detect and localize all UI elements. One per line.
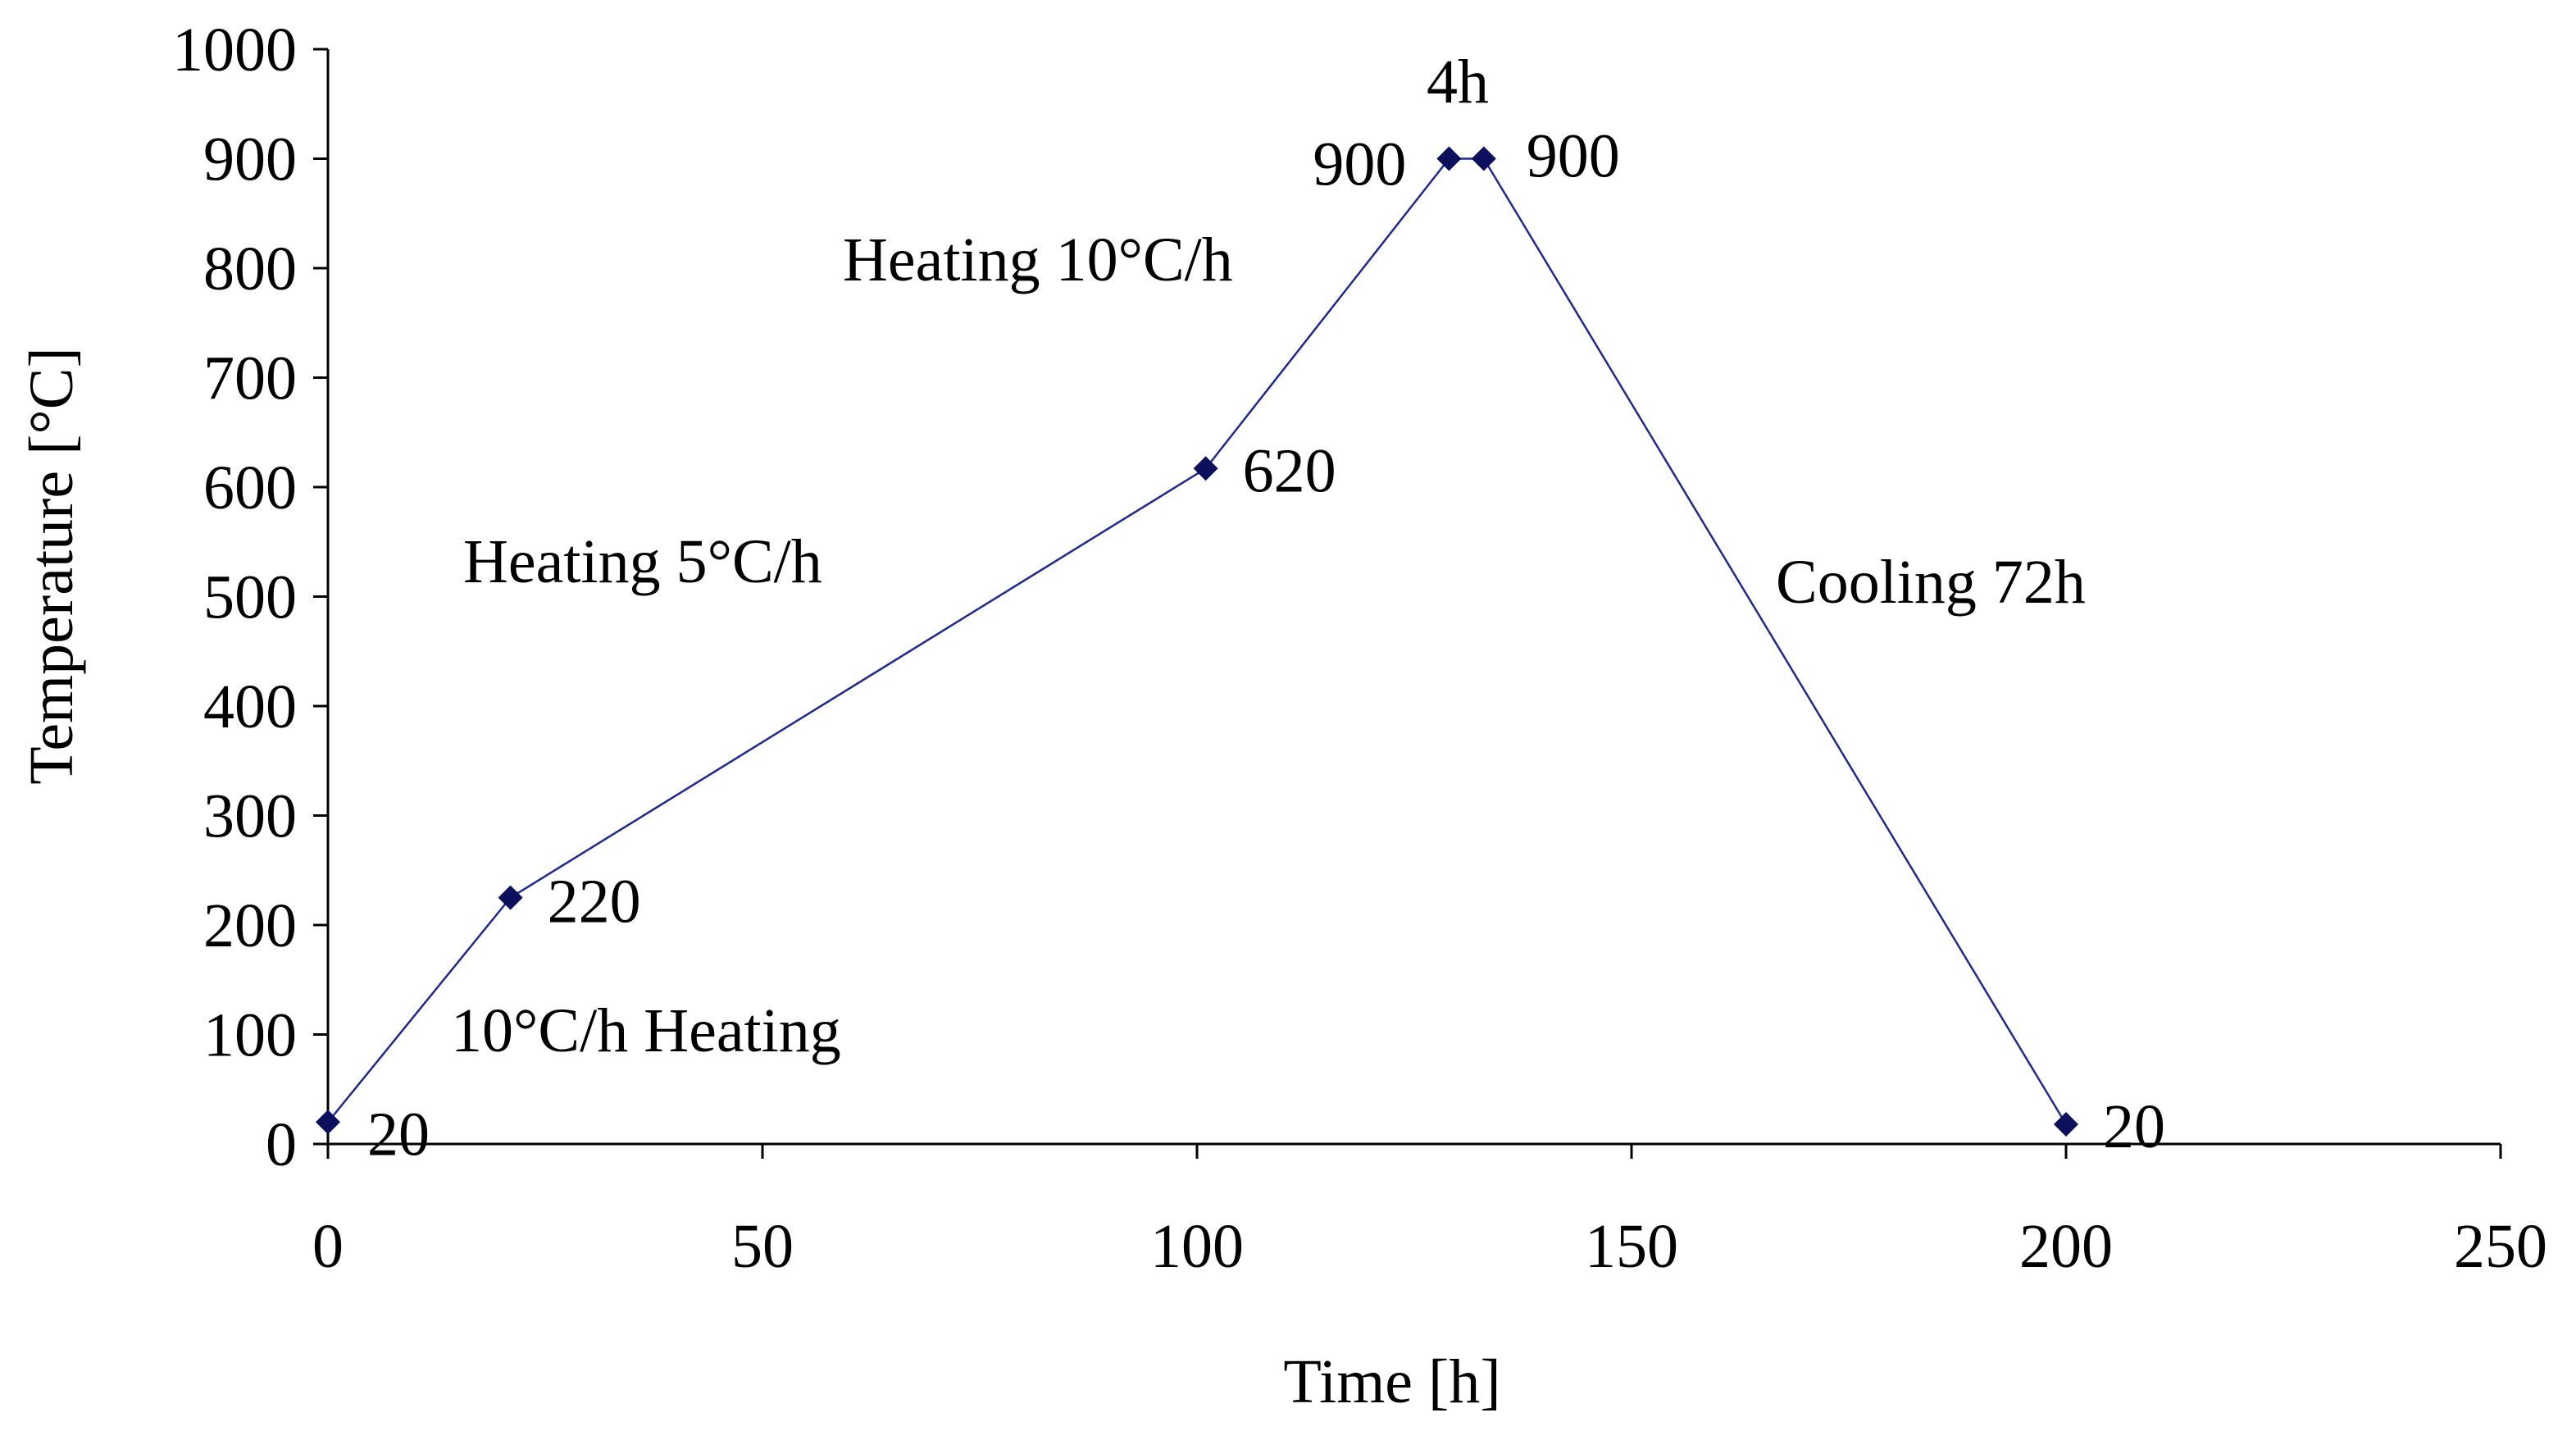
x-tick-label: 200 <box>2019 1212 2113 1281</box>
data-point-marker <box>1193 456 1218 481</box>
y-ticks: 0 100 200 300 400 500 600 700 800 900 1000 <box>172 16 328 1179</box>
annotation-hold: 4h <box>1427 48 1489 116</box>
x-tick-label: 150 <box>1585 1212 1678 1281</box>
y-tick-label: 0 <box>266 1110 297 1179</box>
x-tick-label: 250 <box>2454 1212 2547 1281</box>
y-tick-label: 400 <box>203 672 297 741</box>
data-point-marker <box>498 885 523 910</box>
data-labels: 20 220 620 900 900 20 <box>367 122 2165 1169</box>
data-label: 620 <box>1243 436 1336 505</box>
annotation-heating-1: 10°C/h Heating <box>451 996 841 1065</box>
data-label: 20 <box>2103 1092 2165 1161</box>
data-label: 900 <box>1527 122 1620 191</box>
annotation-cooling: Cooling 72h <box>1776 548 2086 617</box>
data-label: 20 <box>367 1100 430 1169</box>
y-tick-label: 800 <box>203 235 297 303</box>
x-tick-label: 50 <box>731 1212 794 1281</box>
x-tick-label: 100 <box>1150 1212 1244 1281</box>
series <box>316 146 2078 1137</box>
data-label: 220 <box>548 868 641 937</box>
y-tick-label: 500 <box>203 563 297 632</box>
y-tick-label: 900 <box>203 125 297 194</box>
y-tick-label: 300 <box>203 782 297 851</box>
x-tick-label: 0 <box>312 1212 344 1281</box>
annotations: 10°C/h Heating Heating 5°C/h Heating 10°… <box>451 48 2086 1065</box>
axes <box>326 49 2501 1146</box>
data-point-marker <box>1436 146 1462 171</box>
x-ticks: 0 50 100 150 200 250 <box>312 1144 2547 1281</box>
series-line <box>327 157 2068 1125</box>
y-axis-title: Temperature [°C] <box>17 347 86 785</box>
data-point-marker <box>2054 1111 2078 1137</box>
x-axis-title: Time [h] <box>1283 1347 1500 1416</box>
y-tick-label: 600 <box>203 453 297 522</box>
y-tick-label: 100 <box>203 1001 297 1070</box>
y-tick-label: 1000 <box>172 16 297 84</box>
data-label: 900 <box>1313 130 1406 199</box>
y-tick-label: 200 <box>203 891 297 960</box>
data-point-marker <box>1471 146 1496 171</box>
y-tick-label: 700 <box>203 344 297 413</box>
annotation-heating-3: Heating 10°C/h <box>843 226 1233 294</box>
annotation-heating-2: Heating 5°C/h <box>463 527 822 596</box>
data-point-marker <box>316 1110 340 1135</box>
